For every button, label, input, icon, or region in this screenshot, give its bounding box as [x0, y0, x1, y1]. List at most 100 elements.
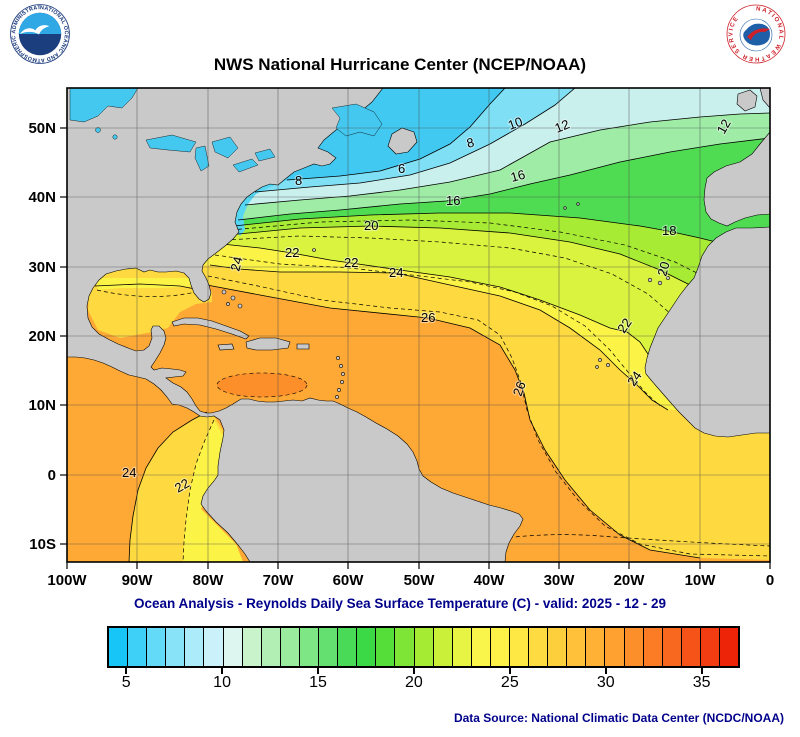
colorbar-cell: [567, 628, 587, 666]
y-tick-label: 50N: [28, 120, 56, 137]
land-small-islands: [221, 202, 670, 399]
colorbar-cell: [242, 628, 262, 666]
colorbar-tick: [316, 668, 319, 674]
map-content: 8 6 8 10 12 12 16 16 20 18 22 22 24 24 2…: [67, 88, 770, 562]
contour-label: 20: [654, 260, 672, 278]
x-tick-label: 10W: [685, 572, 717, 589]
colorbar-cell: [109, 628, 129, 666]
contour-label: 24: [389, 265, 403, 280]
colorbar-cell: [586, 628, 606, 666]
noaa-logo-svg: NATIONAL OCEANIC AND ATMOSPHERIC ADMINIS…: [8, 0, 70, 64]
colorbar-cell: [643, 628, 663, 666]
contour-label: 16: [446, 193, 460, 208]
colorbar-cell: [452, 628, 472, 666]
colorbar-cell: [529, 628, 549, 666]
noaa-gull-icon: [19, 25, 50, 35]
contour-label: 22: [344, 255, 358, 270]
colorbar-cell: [490, 628, 510, 666]
x-tick-label: 90W: [122, 572, 154, 589]
y-tick-label: 10S: [29, 536, 56, 553]
y-tick-label: 30N: [28, 259, 56, 276]
contour-label: 20: [364, 218, 378, 233]
colorbar-tick-label: 35: [692, 674, 711, 691]
land-puerto-rico: [296, 343, 310, 350]
nws-logo-svg: NATIONAL WEATHER SERVICE: [726, 4, 786, 64]
colorbar-cell: [662, 628, 682, 666]
contour-label: 18: [662, 223, 676, 238]
map-caption: Ocean Analysis - Reynolds Daily Sea Surf…: [134, 596, 666, 611]
colorbar-cell: [357, 628, 377, 666]
colorbar-cell: [471, 628, 491, 666]
land-cuba: [171, 317, 250, 340]
contour-label: 24: [122, 465, 136, 480]
colorbar-cell: [624, 628, 644, 666]
noaa-logo: NATIONAL OCEANIC AND ATMOSPHERIC ADMINIS…: [8, 0, 70, 64]
colorbar-cell: [548, 628, 568, 666]
y-tick-label: 0: [48, 467, 56, 484]
nws-bird-icon: [747, 28, 770, 40]
colorbar-cell: [185, 628, 205, 666]
graticule: [67, 88, 770, 562]
colorbar-tick: [604, 668, 607, 674]
colorbar-tick: [221, 668, 224, 674]
colorbar-cell: [166, 628, 186, 666]
contour-label: 26: [421, 310, 435, 325]
contour-label: 12: [553, 116, 572, 135]
colorbar-cell: [128, 628, 148, 666]
colorbar-tick-label: 15: [309, 674, 327, 691]
land-jamaica: [217, 343, 235, 351]
colorbar-cell: [261, 628, 281, 666]
land-newfoundland: [387, 127, 418, 155]
colorbar-cell: [223, 628, 243, 666]
colorbar-cell: [720, 628, 739, 666]
y-axis-labels: 50N 40N 30N 20N 10N 0 10S: [28, 120, 56, 553]
x-tick-label: 50W: [404, 572, 436, 589]
y-tick-label: 10N: [28, 397, 56, 414]
land-iberia-france: [703, 131, 770, 227]
x-tick-label: 0: [766, 572, 774, 589]
colorbar-tick-label: 20: [404, 674, 423, 691]
contour-label: 22: [285, 245, 299, 260]
contour-label: 24: [227, 255, 245, 273]
colorbar-cell: [376, 628, 396, 666]
y-tick-label: 20N: [28, 328, 56, 345]
colorbar-tick: [412, 668, 415, 674]
land-britain: [759, 88, 770, 109]
colorbar-tick: [125, 668, 128, 674]
x-tick-label: 20W: [614, 572, 646, 589]
contour-label: 26: [510, 379, 529, 398]
colorbar-cell: [338, 628, 358, 666]
sst-map: 8 6 8 10 12 12 16 16 20 18 22 22 24 24 2…: [28, 87, 774, 589]
x-tick-label: 40W: [474, 572, 506, 589]
contour-label: 10: [506, 114, 525, 133]
land-ireland: [736, 89, 758, 112]
colorbar-cells: [107, 626, 740, 668]
colorbar-cell: [433, 628, 453, 666]
colorbar-cell: [204, 628, 224, 666]
page-title: NWS National Hurricane Center (NCEP/NOAA…: [213, 55, 587, 74]
colorbar-tick: [508, 668, 511, 674]
colorbar-tick-label: 30: [596, 674, 615, 691]
colorbar-cell: [319, 628, 339, 666]
colorbar-tick-label: 25: [500, 674, 519, 691]
land-americas: [67, 88, 524, 562]
axis-ticks: [60, 127, 771, 569]
x-tick-label: 70W: [263, 572, 295, 589]
colorbar-tick-label: 10: [213, 674, 231, 691]
x-axis-labels: 100W 90W 80W 70W 60W 50W 40W 30W 20W 10W…: [47, 572, 774, 589]
x-tick-label: 60W: [333, 572, 365, 589]
contour-label: 8: [295, 173, 302, 188]
land-africa: [644, 226, 770, 438]
colorbar-cell: [147, 628, 167, 666]
y-tick-label: 40N: [28, 189, 56, 206]
colorbar-cell: [299, 628, 320, 666]
colorbar: 5 10 15 20 25 30 35: [107, 626, 740, 696]
contour-labels-group: 8 6 8 10 12 12 16 16 20 18 22 22 24 24 2…: [121, 113, 735, 497]
contour-label: 6: [398, 161, 405, 176]
colorbar-cell: [509, 628, 530, 666]
nws-logo: NATIONAL WEATHER SERVICE: [726, 4, 786, 64]
land-hispaniola: [245, 337, 291, 351]
x-tick-label: 80W: [193, 572, 225, 589]
colorbar-cell: [280, 628, 300, 666]
